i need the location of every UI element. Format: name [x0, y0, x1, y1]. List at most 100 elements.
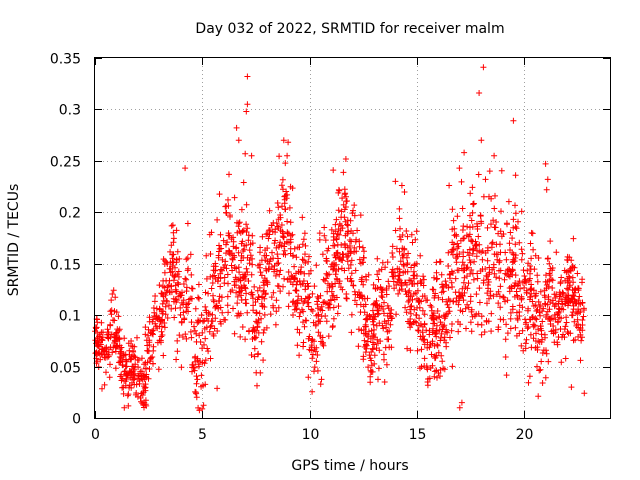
data-point — [383, 361, 390, 368]
data-point — [577, 331, 584, 338]
data-point — [322, 237, 329, 244]
data-point — [280, 251, 287, 258]
data-point — [309, 355, 316, 362]
data-point — [357, 212, 364, 219]
data-point — [355, 326, 362, 333]
data-point — [126, 382, 133, 389]
data-point — [564, 329, 571, 335]
data-point — [389, 250, 396, 256]
data-point — [158, 323, 165, 330]
data-point — [189, 361, 196, 368]
data-point — [235, 249, 242, 256]
data-point — [367, 379, 374, 386]
data-point — [277, 288, 284, 295]
data-point — [527, 331, 534, 338]
data-point — [393, 311, 400, 318]
data-point — [314, 301, 321, 308]
data-point — [335, 186, 342, 193]
data-point — [164, 283, 171, 290]
data-point — [454, 267, 461, 274]
data-point — [537, 288, 544, 295]
data-point — [261, 326, 268, 333]
data-point — [224, 239, 231, 246]
data-point — [424, 339, 431, 346]
data-point — [347, 217, 354, 224]
data-point — [468, 306, 475, 313]
data-point — [277, 239, 284, 246]
data-point — [285, 303, 292, 310]
data-point — [182, 331, 189, 338]
data-point — [353, 236, 360, 243]
data-point — [411, 262, 418, 269]
data-point — [321, 232, 328, 239]
data-point — [437, 334, 444, 341]
data-point — [514, 294, 521, 300]
data-point — [243, 265, 250, 272]
data-point — [365, 364, 372, 371]
data-point — [362, 349, 369, 356]
data-point — [421, 311, 428, 318]
data-point — [527, 240, 534, 247]
data-point — [379, 294, 386, 301]
data-point — [392, 178, 399, 185]
data-point — [150, 316, 157, 323]
data-point — [482, 176, 489, 183]
data-point — [155, 314, 162, 321]
data-point — [500, 294, 507, 301]
data-point — [110, 287, 117, 294]
data-point — [463, 325, 469, 332]
data-point — [363, 323, 369, 330]
data-point — [371, 352, 378, 359]
data-point — [462, 284, 469, 290]
data-point — [320, 299, 327, 306]
data-point — [443, 326, 450, 333]
data-point — [212, 267, 219, 274]
data-point — [207, 355, 214, 362]
data-point — [564, 275, 571, 282]
data-point — [314, 352, 321, 358]
data-point — [525, 379, 532, 386]
data-point — [134, 334, 140, 341]
data-point — [505, 198, 512, 205]
data-point — [305, 374, 312, 381]
data-point — [299, 241, 306, 248]
data-point — [166, 302, 172, 309]
data-point — [531, 322, 538, 329]
data-point — [280, 186, 286, 193]
data-point — [571, 289, 578, 296]
data-point — [402, 279, 408, 286]
data-point — [488, 310, 495, 317]
data-point — [500, 293, 507, 300]
data-point — [100, 347, 107, 354]
data-point — [195, 361, 202, 368]
data-point — [419, 307, 426, 314]
data-point — [332, 271, 339, 278]
y-tick-label: 0.15 — [50, 258, 81, 274]
data-point — [226, 249, 232, 256]
data-point — [402, 304, 409, 311]
data-point — [431, 355, 438, 362]
data-point — [144, 348, 151, 354]
data-point — [116, 359, 122, 366]
data-point — [112, 294, 119, 301]
data-point — [403, 254, 410, 261]
data-point — [318, 376, 325, 383]
data-point — [426, 344, 433, 351]
data-point — [378, 286, 385, 293]
data-point — [315, 295, 322, 302]
data-point — [523, 279, 530, 286]
data-point — [327, 304, 333, 311]
data-point — [405, 250, 412, 257]
data-point — [333, 216, 340, 223]
data-point — [348, 329, 355, 336]
data-point — [529, 230, 536, 237]
data-point — [473, 291, 480, 298]
data-point — [212, 260, 219, 267]
data-point — [362, 273, 369, 280]
data-point — [426, 331, 433, 338]
data-point — [433, 259, 440, 266]
data-point — [188, 271, 195, 278]
data-point — [501, 276, 508, 283]
data-point — [120, 390, 127, 397]
data-point — [205, 348, 212, 355]
